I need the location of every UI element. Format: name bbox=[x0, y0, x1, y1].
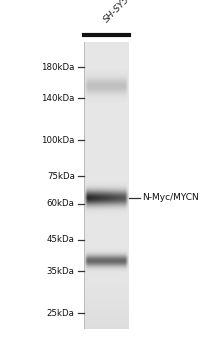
Text: 60kDa: 60kDa bbox=[47, 199, 74, 209]
Text: 35kDa: 35kDa bbox=[47, 267, 74, 276]
Text: 180kDa: 180kDa bbox=[41, 63, 74, 71]
Text: SH-SY5Y: SH-SY5Y bbox=[102, 0, 135, 25]
Text: 140kDa: 140kDa bbox=[41, 94, 74, 103]
Text: 100kDa: 100kDa bbox=[41, 136, 74, 145]
Text: 75kDa: 75kDa bbox=[47, 172, 74, 181]
Text: N-Myc/MYCN: N-Myc/MYCN bbox=[141, 193, 198, 202]
Text: 45kDa: 45kDa bbox=[47, 235, 74, 244]
Text: 25kDa: 25kDa bbox=[47, 309, 74, 317]
